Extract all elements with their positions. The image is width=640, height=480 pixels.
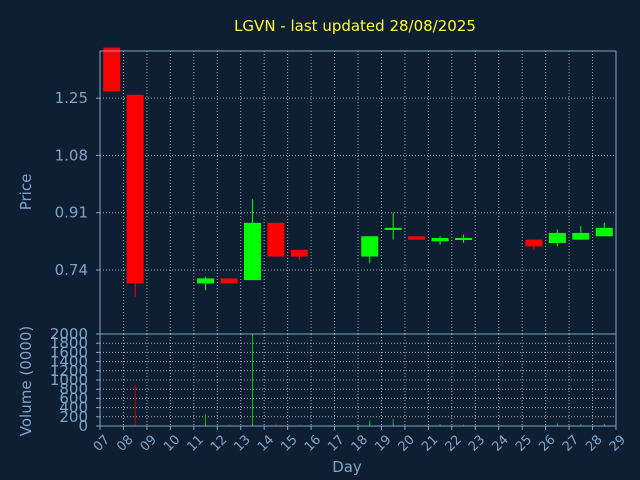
candle-body (595, 227, 613, 237)
candle-body (197, 278, 215, 284)
price-candles (103, 47, 613, 297)
x-axis-ticks: 07 08 09 10 11 12 13 14 15 16 17 18 19 20 21 22 23 24 25 26… (91, 426, 629, 455)
x-tick-label: 07 (91, 432, 113, 454)
x-tick-label: 22 (443, 432, 465, 454)
x-tick-label: 08 (114, 432, 136, 454)
volume-tick-label: 600 (59, 389, 88, 407)
candle-body (548, 232, 566, 244)
x-tick-label: 18 (349, 432, 371, 454)
x-axis-label: Day (332, 458, 362, 476)
x-tick-label: 13 (231, 432, 253, 454)
x-tick-label: 11 (185, 432, 207, 454)
candle-body (525, 239, 543, 247)
x-tick-label: 26 (536, 432, 558, 454)
candle-body (126, 94, 144, 284)
volume-tick-label: 1600 (50, 343, 88, 361)
candle-body (455, 237, 473, 240)
volume-tick-label: 0 (78, 417, 88, 435)
price-axis-ticks: 1.25 1.08 0.91 0.74 (55, 89, 100, 279)
candle-body (220, 278, 238, 284)
x-tick-label: 19 (372, 432, 394, 454)
volume-axis-label: Volume (0000) (17, 326, 35, 436)
volume-tick-label: 200 (59, 408, 88, 426)
price-grid (99, 51, 617, 334)
x-tick-label: 14 (255, 432, 277, 454)
price-tick-label: 1.25 (55, 89, 88, 107)
candle-body (103, 47, 121, 92)
candle-body (243, 222, 261, 281)
candle-body (384, 227, 402, 230)
volume-tick-label: 400 (59, 399, 88, 417)
volume-tick-label: 1800 (50, 334, 88, 352)
price-tick-label: 0.91 (55, 204, 88, 222)
x-tick-label: 10 (161, 432, 183, 454)
x-tick-label: 23 (466, 432, 488, 454)
x-tick-label: 16 (302, 432, 324, 454)
candle-body (408, 236, 426, 240)
chart-title: LGVN - last updated 28/08/2025 (234, 17, 476, 35)
candle-body (572, 232, 590, 240)
price-tick-label: 1.08 (55, 146, 88, 164)
candle-body (267, 222, 285, 257)
candle-body (431, 237, 449, 242)
volume-grid (99, 333, 617, 426)
x-tick-label: 29 (607, 432, 629, 454)
x-tick-label: 25 (513, 432, 535, 454)
candle-body (290, 249, 308, 257)
x-tick-label: 09 (138, 432, 160, 454)
volume-tick-label: 800 (59, 380, 88, 398)
candle-body (361, 236, 379, 257)
x-tick-label: 21 (419, 432, 441, 454)
volume-tick-label: 1000 (50, 371, 88, 389)
x-tick-label: 27 (560, 432, 582, 454)
price-tick-label: 0.74 (55, 261, 88, 279)
x-tick-label: 17 (325, 432, 347, 454)
volume-tick-label: 2000 (50, 325, 88, 343)
price-axis-label: Price (17, 174, 35, 211)
x-tick-label: 12 (208, 432, 230, 454)
x-tick-label: 20 (396, 432, 418, 454)
x-tick-label: 15 (278, 432, 300, 454)
x-tick-label: 28 (583, 432, 605, 454)
volume-tick-label: 1400 (50, 353, 88, 371)
volume-tick-label: 1200 (50, 362, 88, 380)
x-tick-label: 24 (489, 432, 511, 454)
